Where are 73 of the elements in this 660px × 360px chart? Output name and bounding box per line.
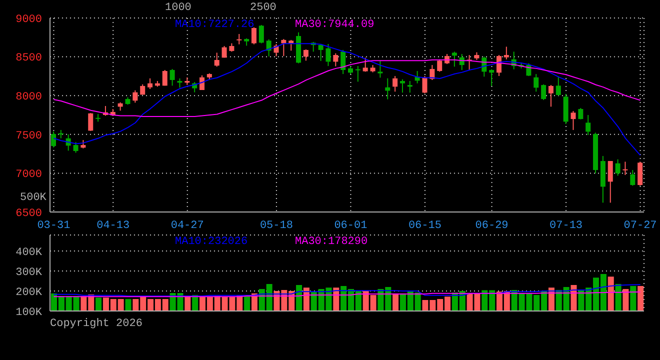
candlestick xyxy=(548,84,554,108)
candlestick xyxy=(556,76,561,96)
candlestick xyxy=(288,39,294,52)
candlestick xyxy=(236,33,242,45)
candlestick xyxy=(266,38,272,57)
y-tick-label: 9000 xyxy=(16,14,42,26)
candlestick xyxy=(303,48,308,62)
candlestick xyxy=(258,24,264,44)
x-tick-label: 05-18 xyxy=(260,220,293,232)
y-tick-label: 400K xyxy=(16,246,42,259)
y-tick-label: 7000 xyxy=(16,169,42,182)
candlestick xyxy=(586,114,591,136)
x-tick-label: 06-29 xyxy=(475,220,508,232)
candlestick xyxy=(407,80,412,94)
candlestick xyxy=(177,78,182,88)
y-tick-label: 8500 xyxy=(16,52,42,65)
candlestick xyxy=(608,160,613,204)
x-tick-label: 04-27 xyxy=(170,220,204,232)
x-tick-label: 06-01 xyxy=(334,220,368,232)
text: 1000 xyxy=(165,2,192,14)
candlestick xyxy=(534,74,539,92)
y-tick-label: 7500 xyxy=(16,130,42,142)
series-label: MA10:7227.26 xyxy=(175,19,254,31)
candlestick xyxy=(132,90,138,104)
candlestick xyxy=(148,78,153,90)
candlestick xyxy=(340,49,346,75)
candlestick xyxy=(630,170,636,186)
candlestick xyxy=(615,158,620,176)
y-tick-label: 200K xyxy=(16,286,42,299)
candlestick xyxy=(355,66,360,82)
candlestick xyxy=(73,142,78,154)
text: 2500 xyxy=(250,2,276,14)
x-tick-label: 04-13 xyxy=(96,220,130,232)
candlestick xyxy=(541,84,546,101)
candlestick xyxy=(378,60,383,78)
candlestick xyxy=(326,43,331,67)
text: 500K xyxy=(20,192,46,204)
candlestick xyxy=(489,68,494,86)
candlestick xyxy=(422,76,428,94)
candlestick xyxy=(400,78,405,94)
x-tick-label: 06-15 xyxy=(408,220,442,232)
text: MA30:7944.09 xyxy=(295,19,374,31)
candlestick xyxy=(385,78,390,100)
candlestick xyxy=(281,38,286,57)
candlestick xyxy=(437,58,442,72)
candlestick xyxy=(638,161,643,186)
candlestick xyxy=(362,57,368,72)
x-tick-label: 03-31 xyxy=(37,220,71,232)
y-tick-label: 100K xyxy=(16,306,42,319)
candlestick xyxy=(162,69,168,86)
candlestick xyxy=(51,131,56,148)
candlestick xyxy=(333,52,338,67)
y-tick-label: 300K xyxy=(16,266,42,279)
candlestick xyxy=(622,161,628,176)
candlestick xyxy=(88,112,94,132)
text: Copyright 2026 xyxy=(50,318,142,330)
candlestick xyxy=(452,51,457,68)
text: MA30:178290 xyxy=(295,236,368,248)
candlestick xyxy=(214,52,220,68)
candlestick xyxy=(570,110,576,130)
candlestick xyxy=(251,26,256,45)
candlestick xyxy=(504,46,509,60)
x-tick-label: 07-27 xyxy=(624,220,657,232)
text: MA10:232026 xyxy=(175,236,248,248)
y-tick-label: 6500 xyxy=(16,208,42,220)
candlestick xyxy=(430,64,435,80)
candlestick xyxy=(392,76,398,92)
candlestick xyxy=(170,68,175,86)
y-tick-label: 8000 xyxy=(16,92,42,104)
candlestick xyxy=(578,108,584,120)
candlestick xyxy=(318,43,324,62)
line-series xyxy=(53,284,641,296)
x-tick-label: 07-13 xyxy=(550,220,583,232)
